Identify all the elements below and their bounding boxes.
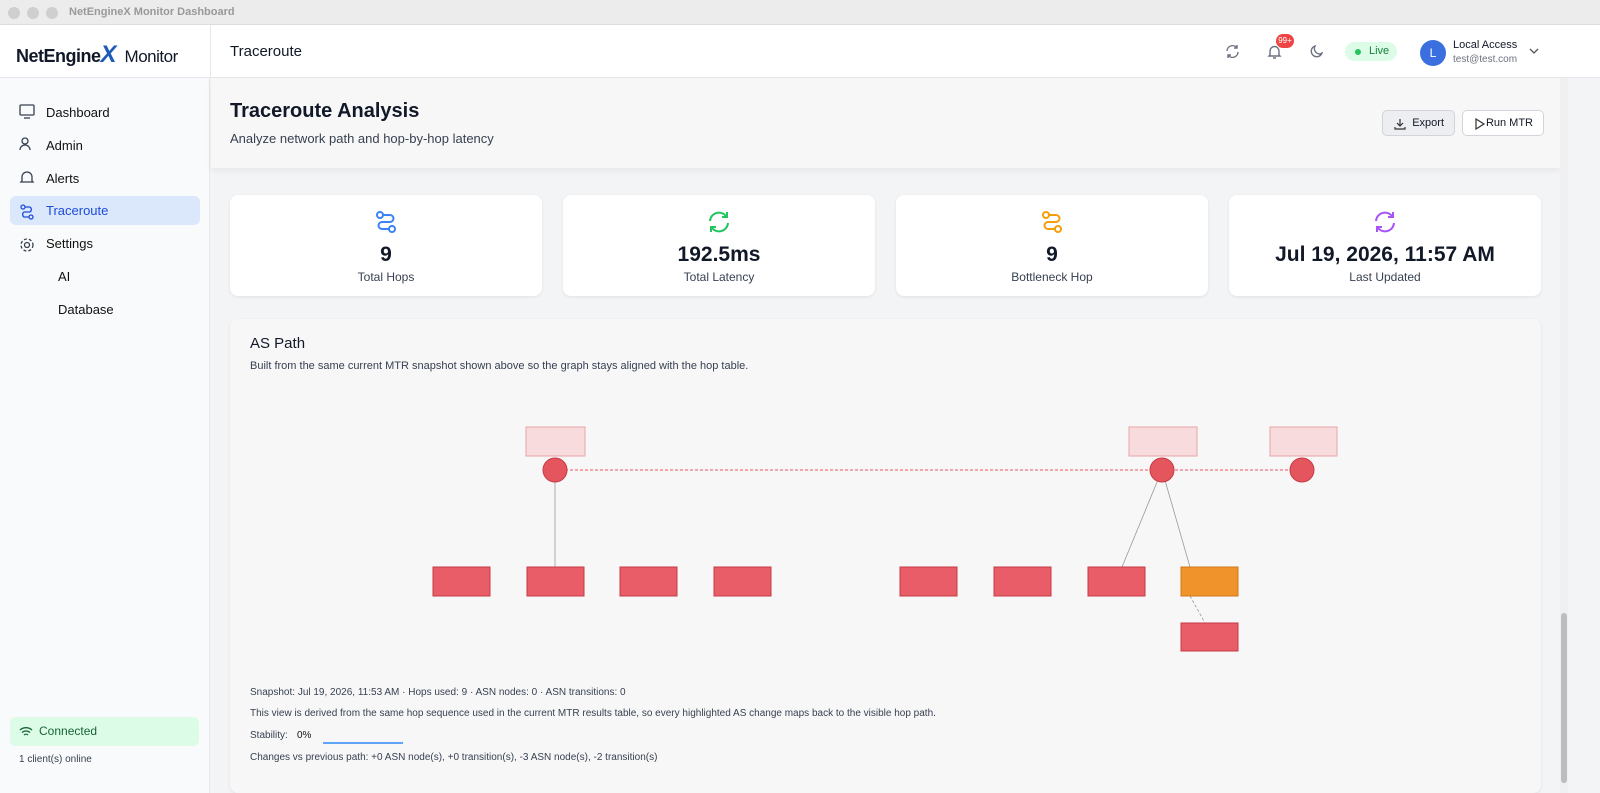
stat-card: 9 Bottleneck Hop <box>896 195 1208 296</box>
stat-label: Total Latency <box>683 270 755 284</box>
as-label <box>525 426 586 457</box>
run-mtr-button[interactable]: Run MTR <box>1462 110 1544 136</box>
connection-status: Connected <box>10 717 199 746</box>
live-text: Live <box>1369 45 1390 57</box>
bell-icon[interactable] <box>1266 43 1283 60</box>
stat-card: 9 Total Hops <box>230 195 542 296</box>
stat-value: 9 <box>380 243 392 266</box>
wifi-icon <box>19 727 33 736</box>
as-label <box>1128 426 1198 457</box>
refresh-icon <box>1375 211 1395 233</box>
scroll-thumb[interactable] <box>1561 613 1567 783</box>
logo-x: X <box>100 41 117 68</box>
stability-value: 0% <box>297 730 312 741</box>
as-node[interactable] <box>1149 457 1175 483</box>
sub-nav-item[interactable]: Database <box>58 302 114 317</box>
hop-node[interactable] <box>526 566 585 597</box>
scrollbar[interactable] <box>1560 78 1568 793</box>
hop-node[interactable] <box>713 566 772 597</box>
page-heading: Traceroute Analysis <box>230 100 420 122</box>
nav-icons <box>19 104 35 252</box>
stat-label: Bottleneck Hop <box>1011 270 1093 284</box>
logo-suffix: Monitor <box>124 47 179 66</box>
avatar[interactable]: L <box>1420 40 1446 66</box>
route-icon <box>376 211 396 233</box>
snapshot-info: Snapshot: Jul 19, 2026, 11:53 AM · Hops … <box>250 687 626 698</box>
button-label: Export <box>1412 117 1444 129</box>
page-title: Traceroute <box>230 43 302 60</box>
as-node[interactable] <box>542 457 568 483</box>
title-bar: NetEngineX Monitor Dashboard <box>0 0 1600 25</box>
notification-badge: 99+ <box>1276 34 1294 48</box>
sub-nav-item[interactable]: AI <box>58 269 71 284</box>
nav-item[interactable]: Settings <box>46 236 93 251</box>
logo-main: NetEngine <box>16 46 101 66</box>
panel-title: AS Path <box>250 335 306 352</box>
hop-node[interactable] <box>619 566 678 597</box>
page-subtitle: Analyze network path and hop-by-hop late… <box>230 131 494 146</box>
logo[interactable]: NetEngineX Monitor <box>16 41 178 69</box>
stat-value: 192.5ms <box>677 243 761 266</box>
export-button[interactable]: Export <box>1382 110 1455 136</box>
sidebar: Dashboard Admin Alerts Traceroute Settin… <box>0 78 210 793</box>
download-icon <box>1394 119 1406 130</box>
clients-online: 1 client(s) online <box>19 754 92 765</box>
header: NetEngineX Monitor Traceroute 99+ Live L… <box>0 25 1600 78</box>
chevron[interactable] <box>1529 47 1539 55</box>
user-email: test@test.com <box>1453 54 1518 65</box>
stability-label: Stability: <box>250 730 288 741</box>
window-title: NetEngineX Monitor Dashboard <box>69 6 235 18</box>
path-changes: Changes vs previous path: +0 ASN node(s)… <box>250 752 658 763</box>
stat-label: Total Hops <box>357 270 415 284</box>
button-label: Run MTR <box>1485 117 1533 129</box>
play-icon <box>1475 118 1486 130</box>
as-path-graph <box>432 426 1338 652</box>
bottleneck-hop[interactable] <box>1180 566 1239 597</box>
divider <box>210 25 211 78</box>
as-node[interactable] <box>1289 457 1315 483</box>
close-button[interactable] <box>8 7 20 19</box>
theme-icon[interactable] <box>1308 43 1325 60</box>
refresh-icon <box>709 211 729 233</box>
panel-description: Built from the same current MTR snapshot… <box>250 360 749 372</box>
stat-label: Last Updated <box>1349 270 1421 284</box>
live-status: Live <box>1345 42 1397 61</box>
zoom-button[interactable] <box>46 7 58 19</box>
stat-card: 192.5ms Total Latency <box>563 195 875 296</box>
refresh-icon[interactable] <box>1224 43 1241 60</box>
nav-item[interactable]: Alerts <box>46 171 80 186</box>
as-path-panel: AS Path Built from the same current MTR … <box>230 319 1541 793</box>
view-note: This view is derived from the same hop s… <box>250 708 936 719</box>
edge <box>1121 469 1163 568</box>
hop-node[interactable] <box>432 566 491 597</box>
hop-node[interactable] <box>1180 622 1239 652</box>
nav-item[interactable]: Admin <box>46 138 83 153</box>
user-name: Local Access <box>1453 39 1518 51</box>
page-header: Traceroute Analysis Analyze network path… <box>211 78 1560 168</box>
stat-value: Jul 19, 2026, 11:57 AM <box>1275 243 1495 266</box>
edge <box>1161 469 1191 568</box>
nav-item[interactable]: Dashboard <box>46 105 110 120</box>
hop-node[interactable] <box>899 566 958 597</box>
route-icon <box>1042 211 1062 233</box>
hop-node[interactable] <box>993 566 1052 597</box>
minimize-button[interactable] <box>27 7 39 19</box>
edge <box>1189 595 1206 624</box>
live-dot <box>1355 49 1361 55</box>
hop-node[interactable] <box>1087 566 1146 597</box>
stat-card: Jul 19, 2026, 11:57 AM Last Updated <box>1229 195 1541 296</box>
stat-value: 9 <box>1046 243 1058 266</box>
nav-item[interactable]: Traceroute <box>10 196 200 225</box>
as-label <box>1269 426 1338 457</box>
stability-bar <box>323 742 403 744</box>
